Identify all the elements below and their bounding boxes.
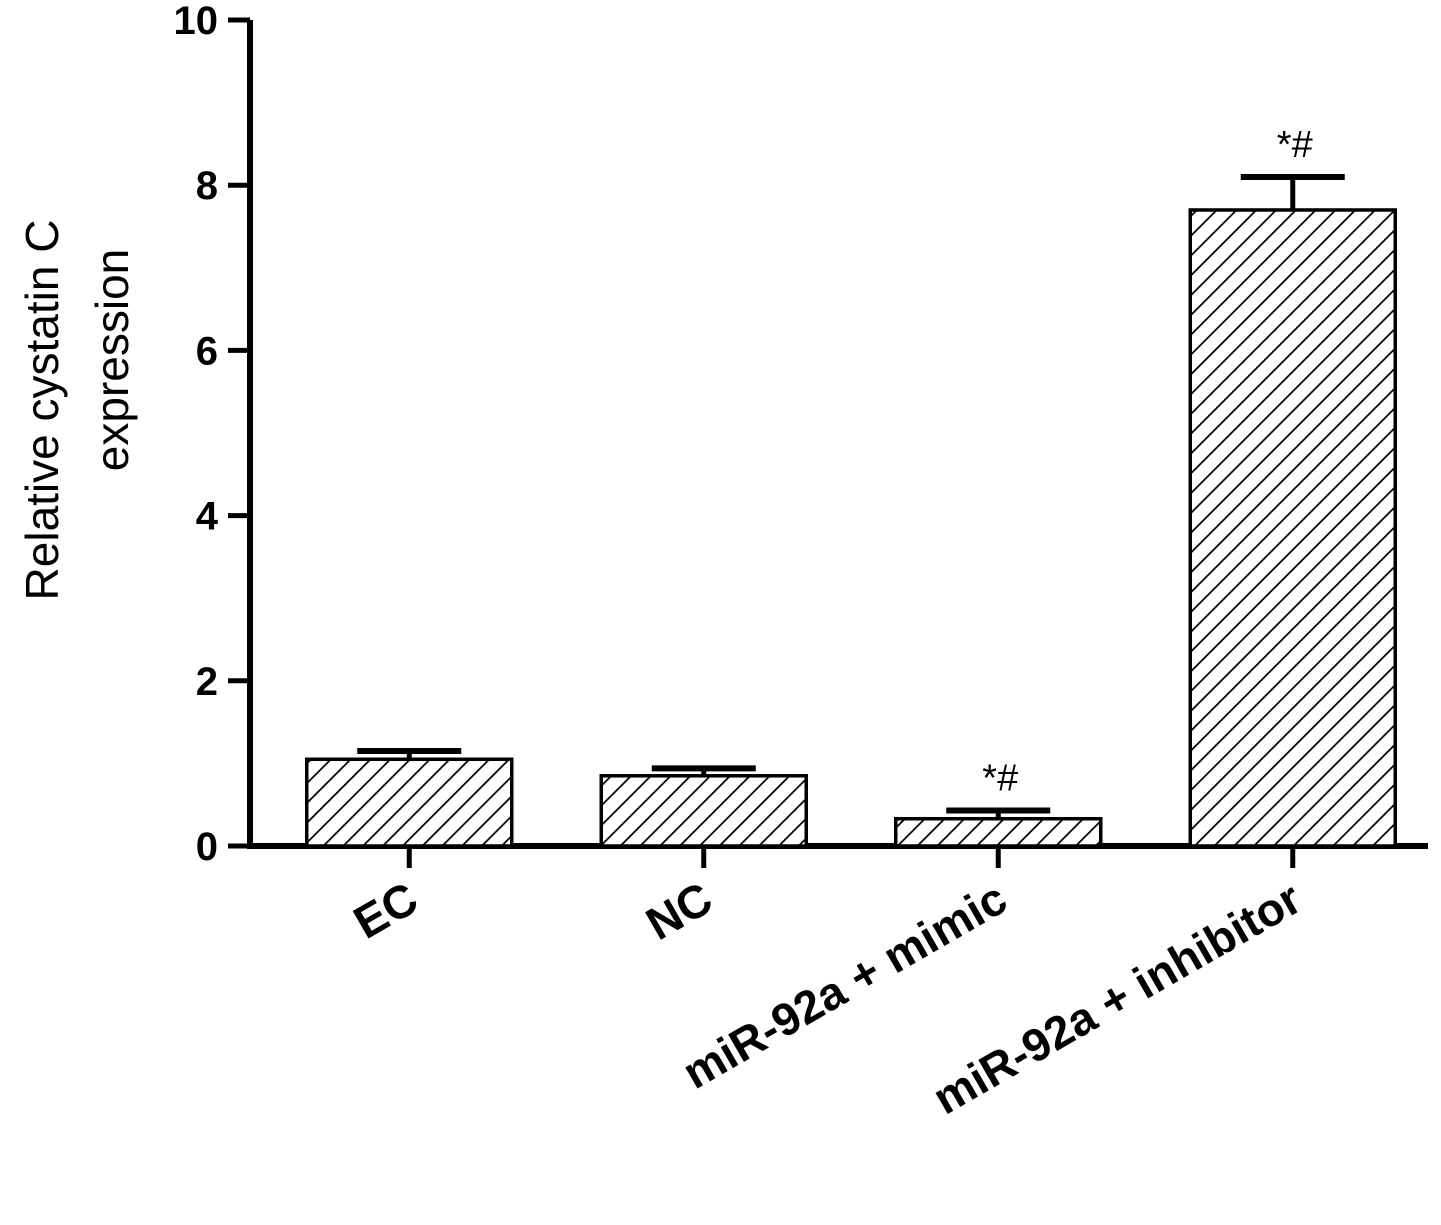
y-tick-label-2: 2 [196,660,218,704]
significance-annotation-2: *# [982,757,1018,799]
y-tick-label-8: 8 [196,164,218,208]
y-axis-title-line-1: Relative cystatin C [16,220,68,601]
y-tick-label-10: 10 [174,0,219,43]
category-label-1: NC [637,872,721,950]
significance-annotation-3: *# [1277,124,1313,166]
bar-1 [599,774,808,848]
y-tick-label-6: 6 [196,329,218,373]
bar-0 [305,757,514,848]
bar-2 [894,816,1103,848]
y-axis-title-line-2: expression [86,249,138,471]
y-tick-label-0: 0 [196,825,218,869]
y-tick-label-4: 4 [196,495,219,539]
bar-3 [1188,208,1397,848]
category-label-0: EC [345,872,426,949]
y-axis-title: Relative cystatin C expression [16,220,138,601]
